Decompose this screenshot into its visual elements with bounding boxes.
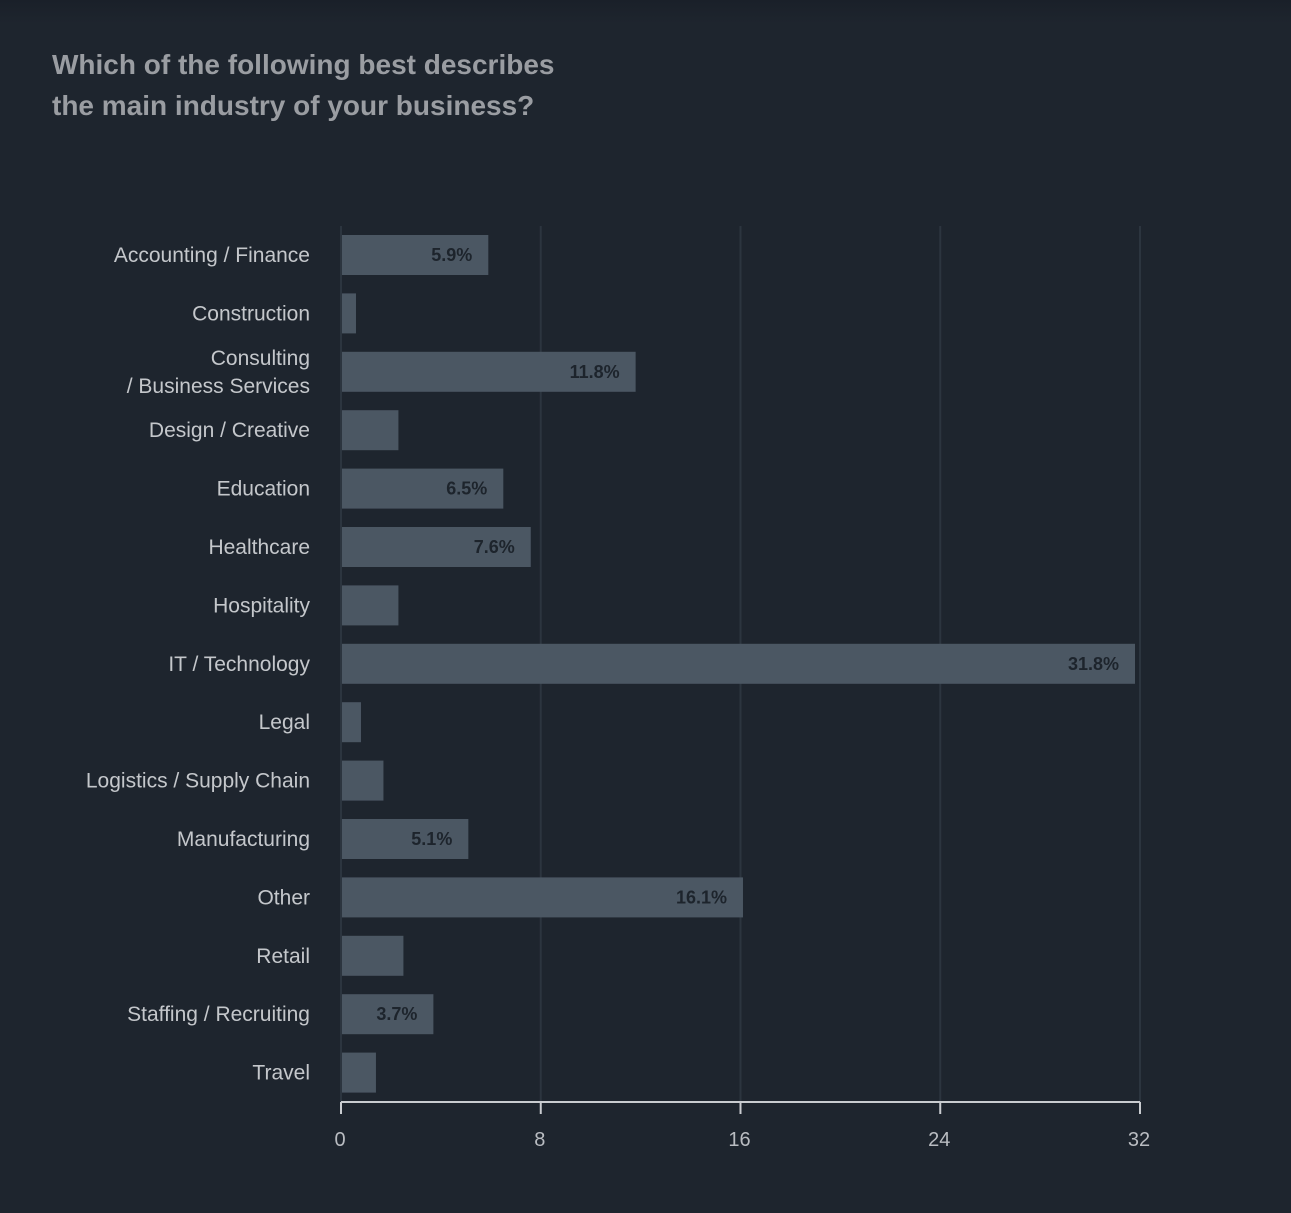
data-label-10: 5.1% xyxy=(411,829,452,849)
category-label-13: Staffing / Recruiting xyxy=(127,1003,310,1026)
bar-8 xyxy=(341,702,361,743)
category-label-2-line-1: / Business Services xyxy=(127,375,310,398)
chart-title: Which of the following best describes th… xyxy=(52,44,672,126)
bar-12 xyxy=(341,935,404,976)
data-label-5: 7.6% xyxy=(474,537,515,557)
bar-2 xyxy=(341,351,636,392)
data-labels: 5.9% 11.8% 6.5% 7.6% 31.8% 5.1% 16.1% 3.7% xyxy=(376,245,1119,1024)
x-tick-label-0: 0 xyxy=(334,1129,345,1151)
category-labels: Accounting / Finance Construction Consulti… xyxy=(86,244,311,1085)
category-label-9: Logistics / Supply Chain xyxy=(86,770,310,793)
x-tick-label-16: 16 xyxy=(728,1129,750,1151)
bar-5 xyxy=(341,527,531,567)
data-label-7: 31.8% xyxy=(1068,654,1119,674)
category-label-5: Healthcare xyxy=(208,536,310,559)
bar-1 xyxy=(341,293,356,334)
x-axis: 0 8 16 24 32 xyxy=(334,226,1150,1151)
data-label-11: 16.1% xyxy=(676,887,727,907)
data-label-0: 5.9% xyxy=(431,245,472,265)
bar-9 xyxy=(341,760,384,801)
category-label-0: Accounting / Finance xyxy=(114,244,310,267)
bar-0 xyxy=(341,235,489,275)
category-label-7: IT / Technology xyxy=(168,653,310,676)
category-label-14: Travel xyxy=(252,1062,310,1085)
x-tick-label-24: 24 xyxy=(928,1129,950,1151)
category-label-3: Design / Creative xyxy=(149,419,310,442)
bar-6 xyxy=(341,585,399,626)
bar-10 xyxy=(341,819,469,859)
category-label-11: Other xyxy=(257,886,310,909)
x-tick-label-32: 32 xyxy=(1128,1129,1150,1151)
category-label-2-line-0: Consulting xyxy=(211,347,310,370)
chart-title-line-2: the main industry of your business? xyxy=(52,90,535,121)
category-label-4: Education xyxy=(217,478,310,501)
data-label-2: 11.8% xyxy=(570,362,620,382)
bar-3 xyxy=(341,410,399,451)
x-tick-label-8: 8 xyxy=(534,1129,545,1151)
chart-title-line-1: Which of the following best describes xyxy=(52,49,555,80)
data-label-13: 3.7% xyxy=(376,1004,417,1024)
category-label-8: Legal xyxy=(259,711,310,734)
bar-13 xyxy=(341,994,434,1035)
data-label-4: 6.5% xyxy=(446,479,487,499)
category-label-6: Hospitality xyxy=(213,594,310,617)
bar-4 xyxy=(341,468,504,509)
bar-11 xyxy=(341,877,743,918)
category-label-10: Manufacturing xyxy=(177,828,310,851)
category-label-12: Retail xyxy=(256,945,310,968)
bars xyxy=(341,235,1136,1093)
bar-14 xyxy=(341,1052,376,1093)
category-label-1: Construction xyxy=(192,302,310,325)
bar-7 xyxy=(341,643,1136,684)
